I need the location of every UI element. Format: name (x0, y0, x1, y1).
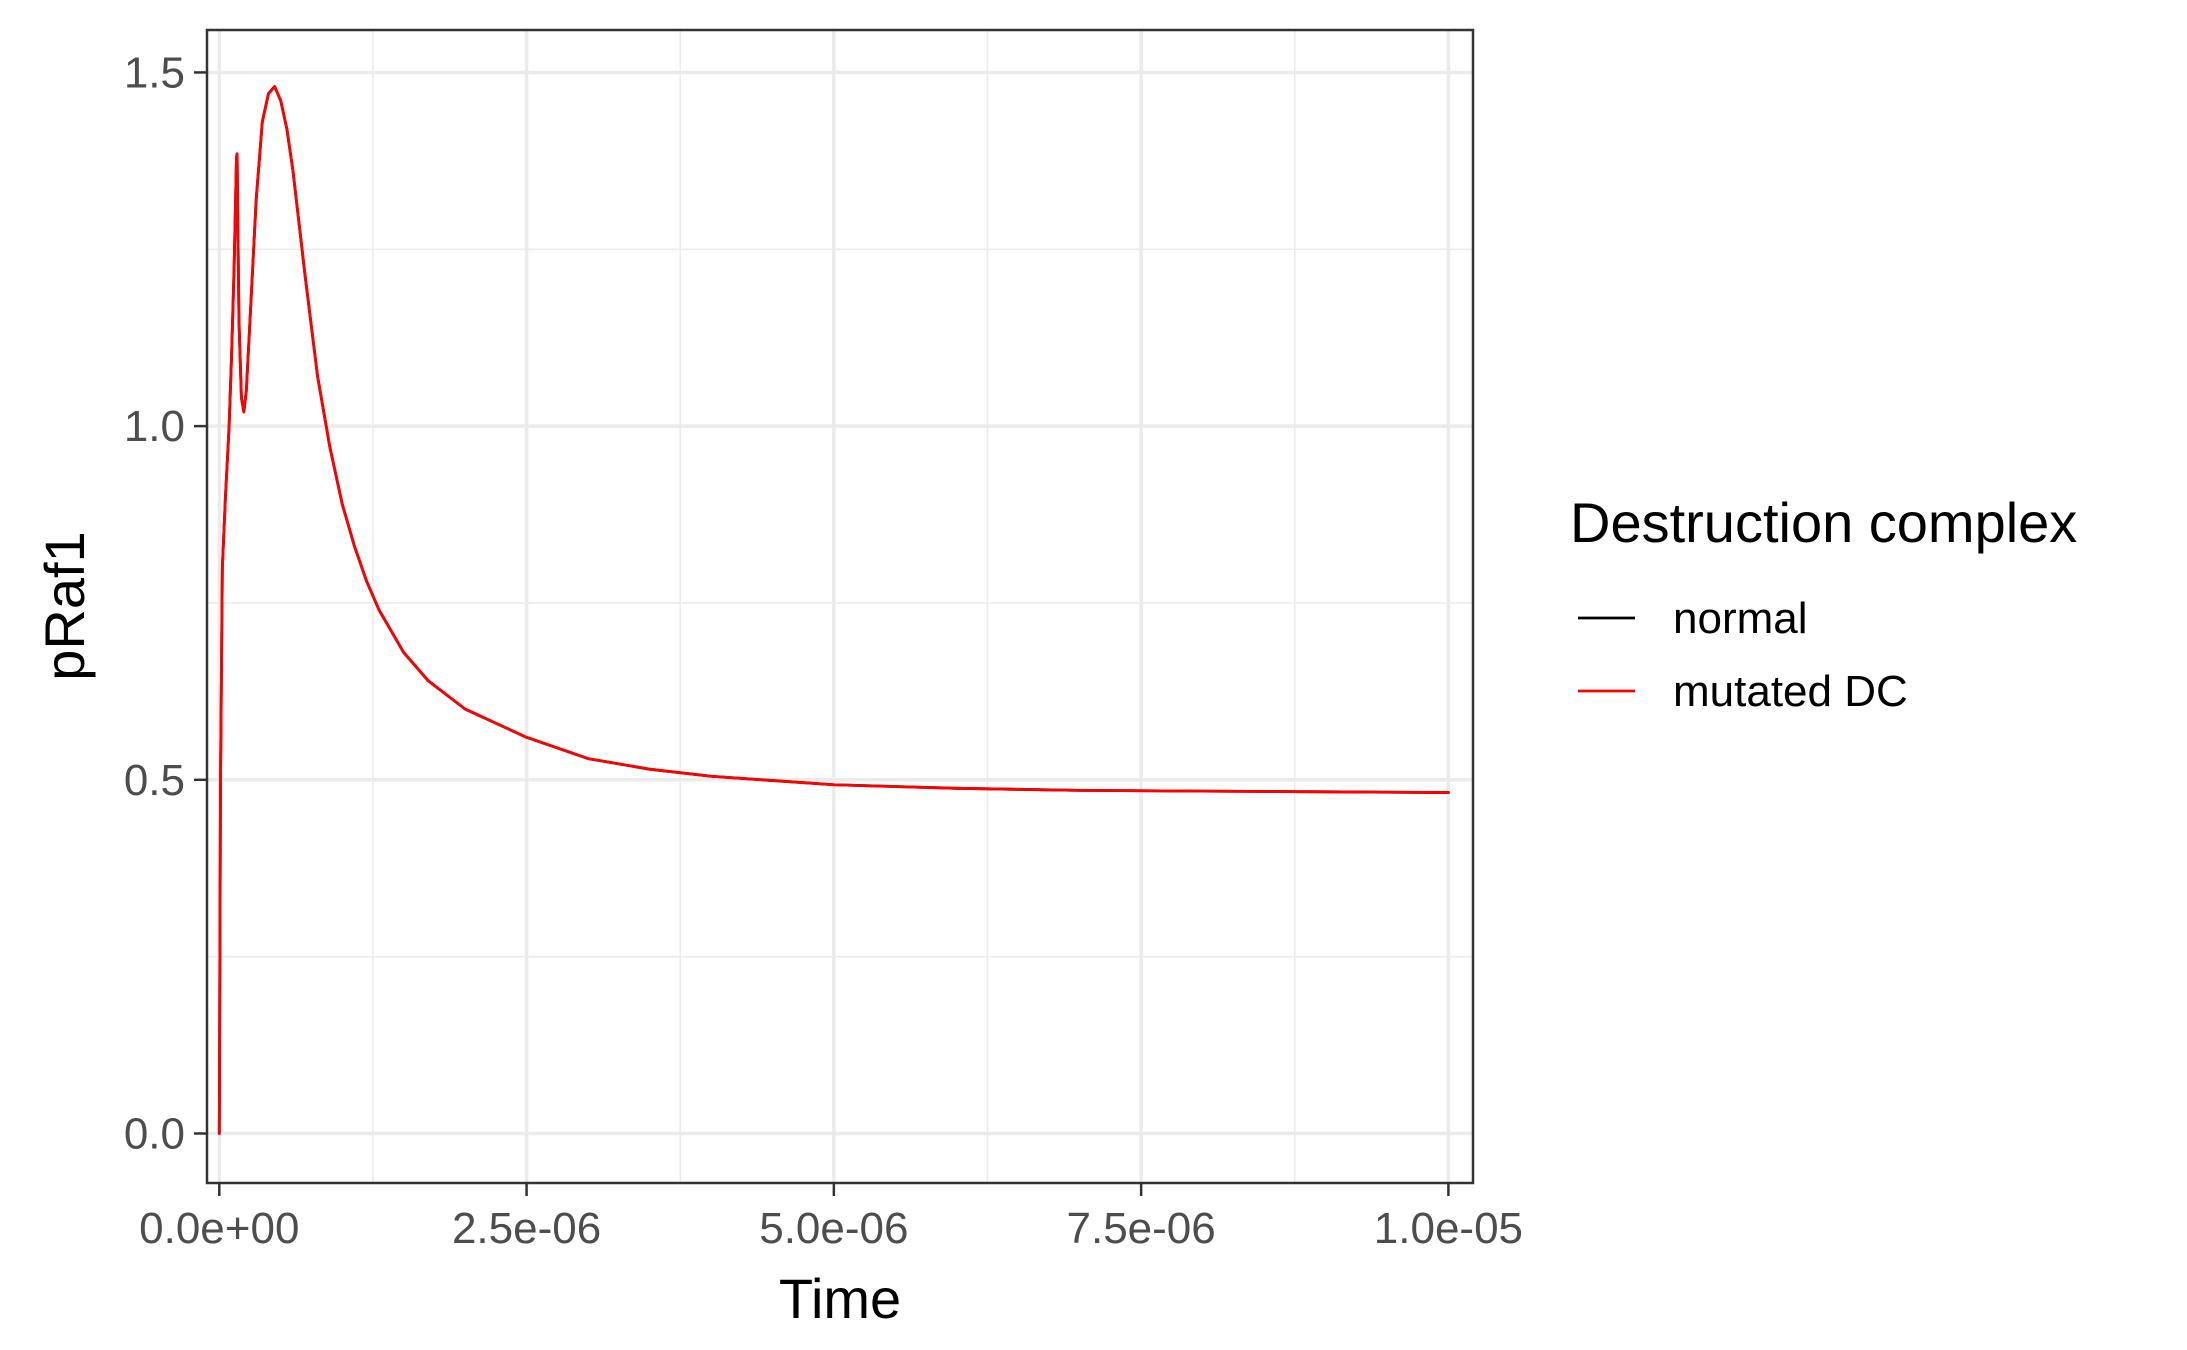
y-axis: 0.0 0.5 1.0 1.5 (124, 48, 207, 1158)
y-axis-title: pRaf1 (33, 531, 96, 680)
x-axis: 0.0e+00 2.5e-06 5.0e-06 7.5e-06 1.0e-05 (139, 1183, 1523, 1253)
x-axis-title: Time (779, 1267, 901, 1330)
legend-title: Destruction complex (1570, 491, 2077, 554)
plot-panel (207, 30, 1473, 1183)
series-layer (217, 85, 1450, 1135)
legend: Destruction complex normal mutated DC (1570, 491, 2077, 716)
y-tick-label: 1.0 (124, 402, 185, 451)
major-gridlines (207, 30, 1473, 1183)
legend-label-mutated-dc: mutated DC (1673, 667, 1908, 716)
y-tick-label: 0.0 (124, 1109, 185, 1158)
x-tick-label: 5.0e-06 (759, 1204, 908, 1253)
x-tick-label: 7.5e-06 (1067, 1204, 1216, 1253)
legend-label-normal: normal (1673, 594, 1808, 643)
series-line-mutated-dc (217, 85, 1450, 1135)
minor-gridlines (207, 30, 1473, 1183)
y-tick-label: 1.5 (124, 48, 185, 97)
plot-border (205, 28, 1475, 1185)
x-tick-label: 2.5e-06 (452, 1204, 601, 1253)
x-tick-label: 0.0e+00 (139, 1204, 299, 1253)
y-tick-label: 0.5 (124, 756, 185, 805)
x-tick-label: 1.0e-05 (1374, 1204, 1523, 1253)
